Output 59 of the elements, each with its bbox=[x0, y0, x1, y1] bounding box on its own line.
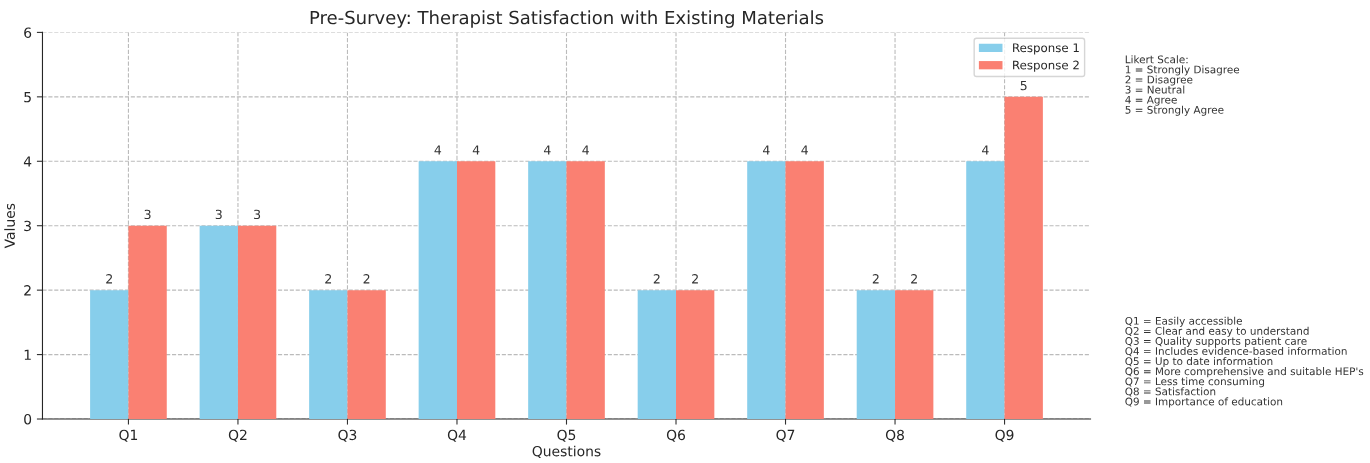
y-tick-label: 1 bbox=[24, 349, 31, 360]
bar bbox=[966, 161, 1005, 420]
data-label: 2 bbox=[363, 274, 370, 284]
x-tick-label: Q1 bbox=[119, 429, 138, 442]
x-tick-label: Q4 bbox=[447, 429, 467, 442]
data-label: 2 bbox=[692, 274, 698, 284]
data-label: 4 bbox=[434, 145, 442, 155]
legend-label: Response 2 bbox=[1013, 60, 1079, 72]
data-label: 5 bbox=[1020, 80, 1027, 91]
data-label: 3 bbox=[254, 209, 261, 220]
y-tick-label: 2 bbox=[24, 285, 31, 296]
data-label: 3 bbox=[215, 209, 222, 220]
data-label: 4 bbox=[801, 145, 808, 155]
data-label: 4 bbox=[543, 145, 551, 155]
data-label: 2 bbox=[106, 274, 112, 284]
bar bbox=[856, 290, 896, 420]
y-tick-label: 4 bbox=[23, 156, 32, 167]
bar bbox=[90, 290, 129, 420]
bar bbox=[676, 290, 715, 420]
text: Q1 = Easily accessible Q2 = Clear and easy to understand Q3 = Quality supports patient care Q4 = Includes evidence-based information Q5 = Up to date information Q6 = More comprehensive and suitable HEP's Q7 = Less time consuming Q8 = Satisfaction Q9 = Importance of education bbox=[1125, 316, 1364, 408]
data-label: 2 bbox=[325, 274, 332, 284]
bar bbox=[566, 161, 605, 420]
y-axis-title: Values bbox=[4, 203, 15, 249]
bar bbox=[128, 225, 167, 420]
x-tick-label: Q8 bbox=[885, 429, 904, 442]
data-label: 2 bbox=[911, 274, 917, 284]
data-label: 2 bbox=[653, 274, 660, 284]
text: Likert Scale: 1 = Strongly Disagree 2 = Disagree 3 = Neutral 4 = Agree 5 = Strongly Agree bbox=[1125, 55, 1240, 116]
x-tick-label: Q6 bbox=[666, 429, 686, 442]
y-tick-label: 0 bbox=[24, 413, 32, 425]
x-tick-label: Q7 bbox=[776, 429, 795, 442]
y-tick-label: 3 bbox=[24, 220, 31, 232]
data-label: 3 bbox=[144, 209, 151, 220]
data-label: 4 bbox=[582, 145, 589, 155]
legend-label: Response 1 bbox=[1013, 43, 1079, 55]
x-tick-label: Q9 bbox=[995, 429, 1014, 442]
x-tick-label: Q2 bbox=[228, 429, 247, 442]
y-tick-label: 5 bbox=[24, 91, 31, 103]
bar bbox=[309, 290, 348, 420]
data-label: 4 bbox=[762, 145, 770, 155]
bar bbox=[528, 161, 567, 420]
x-tick-label: Q3 bbox=[338, 429, 357, 442]
bar bbox=[347, 290, 386, 420]
bar bbox=[237, 225, 277, 420]
data-label: 4 bbox=[982, 145, 989, 155]
chart-title: Pre-Survey: Therapist Satisfaction with Existing Materials bbox=[310, 10, 824, 28]
bar bbox=[747, 161, 786, 420]
data-label: 2 bbox=[872, 274, 879, 284]
bar bbox=[785, 161, 824, 420]
y-tick-label: 6 bbox=[24, 27, 32, 38]
bar bbox=[456, 161, 496, 420]
x-axis-title: Questions bbox=[532, 445, 601, 458]
bar bbox=[1004, 96, 1043, 420]
bar bbox=[637, 290, 677, 420]
data-label: 4 bbox=[472, 145, 480, 155]
bar bbox=[895, 290, 934, 420]
x-tick-label: Q5 bbox=[557, 429, 576, 442]
bar bbox=[418, 161, 457, 420]
bar bbox=[199, 225, 238, 420]
